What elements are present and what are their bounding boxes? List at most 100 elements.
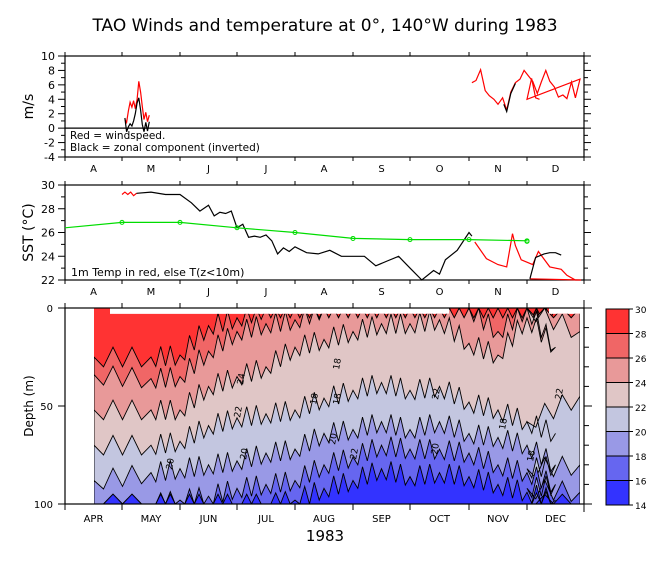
depth-panel: 0 50 100 APR MAY JUN JUL AUG SEP OCT NOV DEC 1983 Dep… bbox=[22, 300, 592, 545]
contour-label: 22 bbox=[431, 388, 443, 401]
climatology-marker bbox=[407, 237, 413, 243]
x-tick-label: J bbox=[206, 164, 210, 175]
winds-panel: -4-2 02 46 810 A M J J A S O N Dm/s Red = windspeed.B… bbox=[21, 50, 591, 175]
x-tick-label: A bbox=[90, 164, 97, 175]
colorbar-label: 28 bbox=[635, 331, 647, 341]
colorbar: 14 16 18 20 22 24 26 28 30 bbox=[605, 306, 647, 512]
contour-label: 20 bbox=[430, 442, 442, 455]
colorbar-label: 14 bbox=[635, 502, 647, 512]
x-tick-label: DEC bbox=[545, 514, 566, 525]
colorbar-swatch bbox=[605, 431, 630, 457]
series-line-windspeed-late bbox=[471, 67, 581, 113]
sst-panel: 22 24 26 28 30 A M J J A S O N D SST (°C) 1m Temp in re… bbox=[21, 179, 591, 298]
x-tick-label: O bbox=[436, 164, 444, 175]
y-axis-label: Depth (m) bbox=[22, 375, 36, 436]
x-tick-label: D bbox=[552, 164, 560, 175]
colorbar-label: 18 bbox=[635, 453, 647, 463]
x-tick-label: N bbox=[494, 164, 501, 175]
x-tick-label: N bbox=[494, 287, 501, 298]
colorbar-swatch bbox=[605, 406, 630, 432]
series-line-1m-temp-late bbox=[474, 233, 582, 281]
y-tick-label: 0 bbox=[48, 122, 55, 135]
y-tick-label: 4 bbox=[48, 93, 55, 106]
x-tick-label: AUG bbox=[313, 514, 335, 525]
x-tick-label: O bbox=[436, 287, 444, 298]
colorbar-swatch bbox=[605, 333, 630, 359]
x-tick-label: J bbox=[264, 164, 268, 175]
x-tick-label: A bbox=[321, 287, 328, 298]
colorbar-swatch bbox=[605, 455, 630, 481]
colorbar-label: 16 bbox=[635, 478, 647, 488]
climatology-marker bbox=[350, 235, 356, 241]
climatology-marker bbox=[524, 238, 530, 244]
contour-fill-group bbox=[94, 308, 580, 504]
y-tick-label: -4 bbox=[44, 151, 55, 164]
x-tick-label: A bbox=[90, 287, 97, 298]
y-tick-label: 10 bbox=[41, 50, 55, 63]
contour-label: 22 bbox=[233, 406, 245, 419]
colorbar-label: 20 bbox=[635, 429, 647, 439]
x-tick-label: MAY bbox=[141, 514, 163, 525]
colorbar-swatch bbox=[605, 308, 630, 334]
contour-label: 20 bbox=[165, 457, 177, 470]
y-axis-label: m/s bbox=[21, 94, 37, 120]
x-tick-label: A bbox=[321, 164, 328, 175]
annotation: 1m Temp in red, else T(z<10m) bbox=[71, 266, 244, 279]
annotation: Red = windspeed. bbox=[70, 130, 165, 142]
x-tick-label: J bbox=[206, 287, 210, 298]
climatology-marker bbox=[234, 225, 240, 231]
contour-label: 20 bbox=[328, 432, 340, 445]
x-tick-label: S bbox=[378, 287, 384, 298]
x-tick-label: OCT bbox=[429, 514, 451, 525]
y-axis-label: SST (°C) bbox=[21, 203, 37, 261]
x-tick-label: SEP bbox=[372, 514, 391, 525]
x-tick-label: J bbox=[264, 287, 268, 298]
series-line-windspeed bbox=[124, 81, 150, 125]
colorbar-swatch bbox=[605, 480, 630, 506]
y-tick-label: 0 bbox=[47, 304, 53, 315]
colorbar-swatch bbox=[605, 357, 630, 383]
x-tick-label: S bbox=[378, 164, 384, 175]
y-tick-label: 6 bbox=[48, 79, 55, 92]
series-line-zonal-inverted-late bbox=[503, 83, 516, 114]
contour-label: 18 bbox=[332, 392, 344, 405]
y-tick-label: 24 bbox=[41, 250, 55, 263]
contour-label: 24 bbox=[236, 372, 248, 385]
series-line-T(z<10m) bbox=[136, 191, 473, 281]
contour-label: 22 bbox=[349, 448, 361, 461]
y-tick-label: 26 bbox=[41, 227, 55, 240]
climatology-marker bbox=[292, 230, 298, 235]
chart-title: TAO Winds and temperature at 0°, 140°W d… bbox=[91, 16, 557, 36]
annotation: Black = zonal component (inverted) bbox=[70, 142, 260, 154]
series-line-1m-temp-early bbox=[121, 191, 137, 197]
contour-label: 18 bbox=[498, 417, 510, 430]
climatology-marker bbox=[466, 237, 472, 243]
y-tick-label: 50 bbox=[40, 402, 53, 413]
colorbar-label: 30 bbox=[635, 306, 647, 316]
x-tick-label: APR bbox=[84, 514, 104, 525]
series-line-zonal-inverted bbox=[124, 97, 150, 132]
x-axis-label: 1983 bbox=[306, 527, 344, 545]
contour-label: 22 bbox=[554, 388, 566, 401]
series-line-T(z<10m)-dec bbox=[529, 252, 562, 279]
colorbar-label: 26 bbox=[635, 355, 647, 365]
y-tick-label: 30 bbox=[41, 179, 55, 192]
contour-label: 18 bbox=[526, 449, 538, 462]
y-tick-label: 2 bbox=[48, 108, 55, 121]
x-tick-label: M bbox=[147, 287, 156, 298]
y-tick-label: 22 bbox=[41, 274, 55, 287]
contour-label: 20 bbox=[239, 447, 251, 460]
x-tick-label: JUL bbox=[257, 514, 274, 525]
climatology-marker bbox=[119, 219, 125, 225]
x-tick-label: JUN bbox=[199, 514, 218, 525]
contour-label: 18 bbox=[332, 357, 344, 370]
colorbar-swatch bbox=[605, 382, 630, 408]
y-tick-label: 28 bbox=[41, 203, 55, 216]
y-tick-label: 8 bbox=[48, 64, 55, 77]
series-line-climatology bbox=[64, 221, 528, 242]
x-tick-label: NOV bbox=[487, 514, 509, 525]
contour-label: 18 bbox=[309, 392, 321, 405]
contour-band-T16 bbox=[94, 461, 580, 504]
y-tick-label: -2 bbox=[44, 137, 55, 150]
